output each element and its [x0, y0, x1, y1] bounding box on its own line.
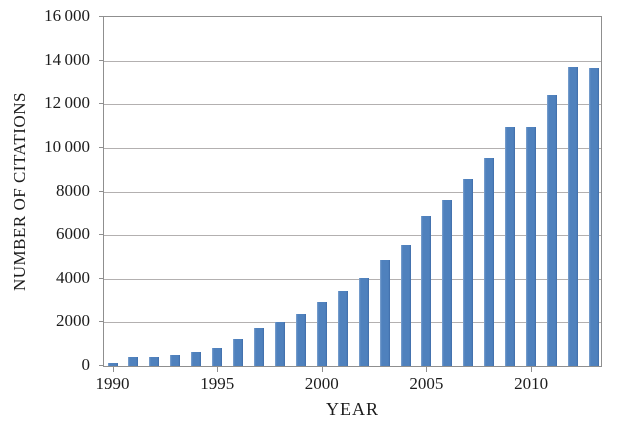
bar-2003: [379, 259, 390, 366]
y-tick-label: 0: [81, 355, 91, 374]
bar-2007: [463, 178, 474, 366]
bar-2006: [442, 199, 453, 366]
bar-2005: [421, 216, 432, 366]
y-tick-label: 4000: [56, 267, 90, 287]
y-tick-label: 6000: [56, 224, 90, 244]
y-tick-label: 10 000: [44, 136, 90, 156]
y-tick-label: 2000: [56, 311, 90, 331]
bar-1996: [233, 339, 244, 366]
gridline: [104, 235, 601, 237]
x-tick-mark: [531, 367, 533, 372]
bar-1991: [128, 357, 139, 366]
x-axis-title: YEAR: [326, 399, 379, 419]
gridline: [104, 104, 601, 106]
x-tick-label: 2005: [409, 374, 444, 393]
bar-2012: [568, 67, 578, 366]
y-tick-mark: [99, 365, 104, 366]
x-tick-label: 2000: [304, 374, 339, 393]
y-tick-mark: [99, 321, 104, 323]
bar-1990: [107, 362, 118, 366]
x-tick-label: 1990: [95, 374, 130, 393]
bar-1993: [170, 355, 181, 366]
bar-2004: [400, 244, 411, 366]
y-tick-mark: [99, 277, 104, 279]
y-tick-label: 16 000: [44, 6, 90, 25]
y-tick-mark: [99, 234, 104, 236]
gridline: [104, 60, 601, 62]
bar-2001: [337, 290, 348, 366]
y-tick-label: 14 000: [44, 49, 90, 69]
gridline: [104, 278, 601, 280]
x-tick-mark: [321, 367, 323, 372]
y-tick-mark: [99, 59, 104, 61]
x-tick-mark: [426, 367, 428, 372]
gridline: [104, 147, 601, 149]
y-tick-mark: [99, 146, 104, 148]
bar-2010: [526, 126, 537, 366]
bar-1992: [149, 356, 160, 366]
y-tick-mark: [99, 16, 104, 17]
y-tick-label: 12 000: [44, 93, 90, 113]
x-tick-mark: [217, 367, 219, 372]
bar-2008: [484, 158, 495, 366]
gridline: [104, 322, 601, 324]
bar-1998: [274, 321, 285, 366]
x-tick-mark: [112, 367, 114, 372]
y-tick-label: 8000: [56, 180, 90, 200]
y-tick-mark: [99, 103, 104, 105]
x-tick-label: 1995: [200, 374, 235, 393]
plot-area: [103, 16, 602, 367]
bar-2000: [316, 301, 327, 366]
bar-2011: [547, 94, 557, 366]
x-tick-label: 2010: [514, 374, 549, 393]
bar-1995: [212, 347, 223, 366]
gridline: [104, 191, 601, 193]
bar-2002: [358, 278, 369, 366]
bar-2009: [505, 126, 516, 366]
y-tick-mark: [99, 190, 104, 192]
bar-1997: [254, 327, 264, 366]
bar-1999: [295, 313, 306, 366]
bar-2013: [588, 67, 599, 366]
bar-1994: [191, 352, 202, 366]
